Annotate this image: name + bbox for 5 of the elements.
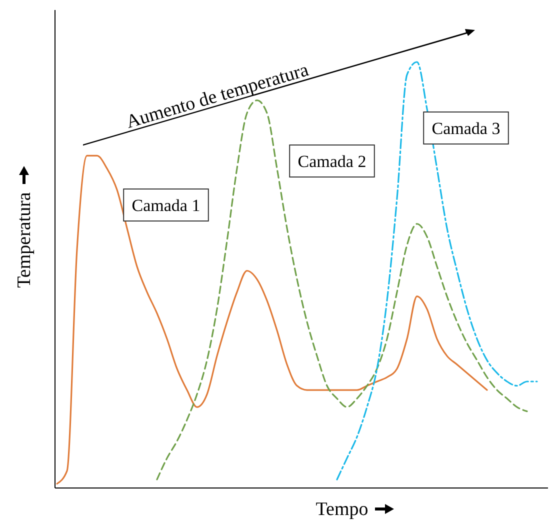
y-axis-title: Temperatura: [14, 192, 35, 288]
series-label: Camada 1: [132, 196, 200, 215]
series-label: Camada 2: [298, 152, 366, 171]
series-label: Camada 3: [432, 119, 500, 138]
x-axis-title: Tempo: [316, 499, 368, 520]
